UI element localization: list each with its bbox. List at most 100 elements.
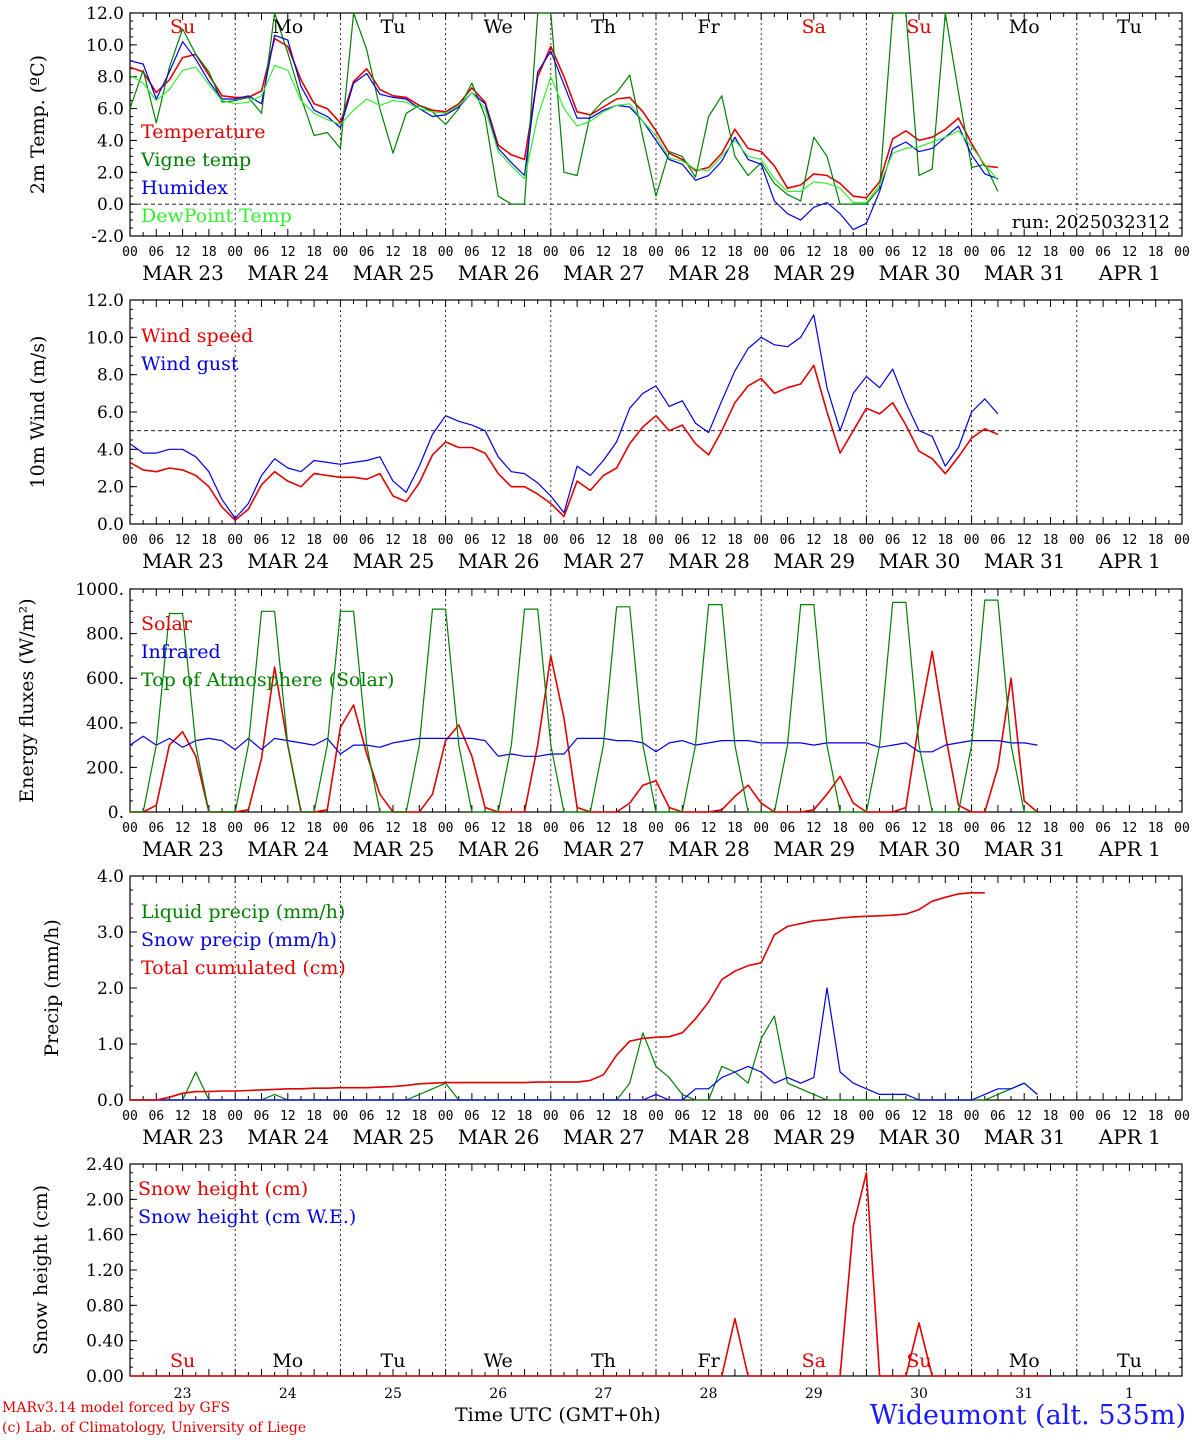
x-date-label: MAR 23	[142, 261, 224, 285]
y-tick-label: 12.0	[86, 4, 124, 24]
x-hour-label: 18	[727, 245, 743, 260]
y-tick-label: 600.	[86, 669, 124, 689]
x-hour-label: 12	[175, 245, 191, 260]
legend-entry: Liquid precip (mm/h)	[141, 901, 345, 923]
x-hour-label: 00	[1174, 821, 1190, 836]
x-hour-label: 18	[517, 1109, 533, 1124]
y-tick-label: 10.0	[86, 328, 124, 348]
x-hour-label: 00	[543, 533, 559, 548]
x-hour-label: 06	[674, 245, 690, 260]
x-date-label: MAR 24	[247, 1125, 329, 1149]
x-date-label: APR 1	[1098, 837, 1161, 861]
weekday-label: Mo	[1009, 16, 1040, 38]
x-date-label: MAR 25	[353, 549, 435, 573]
x-hour-label: 18	[201, 245, 217, 260]
x-date-label: MAR 25	[353, 837, 435, 861]
x-date-label: MAR 28	[668, 261, 750, 285]
x-date-label: MAR 31	[984, 837, 1066, 861]
y-axis-label: Precip (mm/h)	[41, 919, 63, 1057]
lab-credit: (c) Lab. of Climatology, University of L…	[2, 1420, 307, 1436]
x-hour-label: 00	[227, 821, 243, 836]
y-tick-label: 200.	[86, 758, 124, 778]
x-hour-label: 12	[1016, 821, 1032, 836]
station-title: Wideumont (alt. 535m)	[869, 1400, 1186, 1431]
run-label: run: 2025032312	[1012, 212, 1170, 233]
x-hour-label: 06	[569, 821, 585, 836]
x-hour-label: 12	[911, 245, 927, 260]
weekday-label: Fr	[697, 1350, 720, 1372]
x-hour-label: 00	[543, 245, 559, 260]
weekday-label: Fr	[697, 16, 720, 38]
x-hour-label: 12	[280, 821, 296, 836]
x-hour-label: 00	[1069, 245, 1085, 260]
x-hour-label: 00	[122, 533, 138, 548]
x-hour-label: 18	[1148, 245, 1164, 260]
legend-entry: Vigne temp	[140, 149, 251, 171]
x-hour-label: 18	[727, 533, 743, 548]
x-hour-label: 06	[359, 1109, 375, 1124]
x-hour-label: 12	[1016, 1109, 1032, 1124]
weekday-label: Tu	[1117, 1350, 1142, 1372]
x-hour-label: 00	[753, 245, 769, 260]
x-hour-label: 00	[333, 533, 349, 548]
x-hour-label: 12	[806, 821, 822, 836]
x-date-label: MAR 23	[142, 1125, 224, 1149]
x-date-label: MAR 28	[668, 1125, 750, 1149]
x-hour-label: 00	[648, 533, 664, 548]
x-hour-label: 06	[780, 533, 796, 548]
x-hour-label: 18	[201, 533, 217, 548]
x-date-label: MAR 29	[773, 1125, 855, 1149]
x-hour-label: 12	[490, 821, 506, 836]
x-date-label: MAR 29	[773, 837, 855, 861]
x-date-label: MAR 26	[458, 261, 540, 285]
x-date-label: MAR 31	[984, 261, 1066, 285]
x-hour-label: 18	[517, 533, 533, 548]
panel-3	[129, 588, 1183, 813]
x-hour-label: 06	[148, 245, 164, 260]
x-hour-label: 06	[569, 1109, 585, 1124]
x-hour-label: 12	[596, 245, 612, 260]
x-hour-label: 06	[674, 533, 690, 548]
x-hour-label: 06	[464, 245, 480, 260]
legend-entry: Infrared	[141, 641, 221, 663]
x-hour-label: 00	[753, 1109, 769, 1124]
x-hour-label: 00	[859, 533, 875, 548]
x-hour-label: 06	[569, 533, 585, 548]
x-hour-label: 12	[596, 533, 612, 548]
x-hour-label: 06	[780, 821, 796, 836]
weekday-label: Su	[906, 16, 931, 38]
y-tick-label: 2.0	[97, 979, 124, 999]
series-line	[129, 37, 998, 199]
x-date-label: MAR 25	[353, 261, 435, 285]
x-hour-label: 06	[148, 1109, 164, 1124]
x-hour-label: 06	[990, 533, 1006, 548]
legend-entry: DewPoint Temp	[141, 205, 292, 227]
x-hour-label: 06	[990, 1109, 1006, 1124]
y-tick-label: 2.0	[97, 478, 124, 498]
x-hour-label: 12	[806, 533, 822, 548]
x-date-label: MAR 30	[879, 837, 961, 861]
x-hour-label: 18	[306, 821, 322, 836]
legend-entry: Top of Atmosphere (Solar)	[141, 669, 394, 691]
x-hour-label: 18	[1148, 1109, 1164, 1124]
x-hour-label: 12	[1122, 245, 1138, 260]
x-hour-label: 18	[622, 533, 638, 548]
time-axis-label: Time UTC (GMT+0h)	[455, 1404, 661, 1426]
x-hour-label: 06	[885, 533, 901, 548]
x-hour-label: 12	[806, 245, 822, 260]
x-hour-label: 00	[1069, 533, 1085, 548]
x-hour-label: 06	[569, 245, 585, 260]
x-hour-label: 18	[1043, 533, 1059, 548]
x-hour-label: 12	[911, 533, 927, 548]
y-tick-label: 0.0	[97, 1091, 124, 1111]
series-line	[129, 64, 999, 204]
x-hour-label: 00	[964, 821, 980, 836]
y-tick-label: 3.0	[97, 923, 124, 943]
x-hour-label: 18	[1148, 533, 1164, 548]
x-date-label: MAR 23	[142, 549, 224, 573]
x-hour-label: 00	[1069, 821, 1085, 836]
x-hour-label: 00	[333, 245, 349, 260]
x-date-label: MAR 24	[247, 549, 329, 573]
x-day-number: 23	[174, 1386, 192, 1402]
